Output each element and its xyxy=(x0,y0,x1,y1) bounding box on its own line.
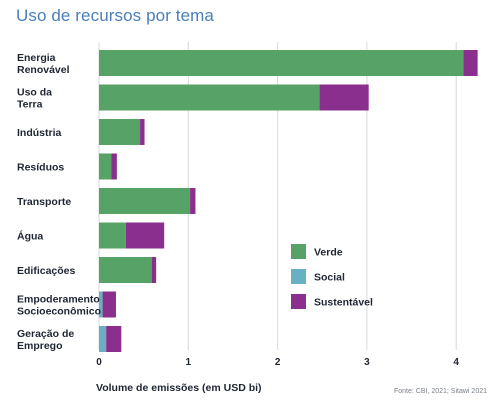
x-tick-label-1: 1 xyxy=(186,357,192,368)
bar-verde-4 xyxy=(99,188,191,214)
category-label-2-0: Indústria xyxy=(17,127,61,139)
legend-swatch-sustentável xyxy=(291,294,306,309)
category-label-8-0: Geração de xyxy=(17,328,74,340)
category-label-6-0: Edificações xyxy=(17,265,76,277)
category-label-4-0: Transporte xyxy=(17,196,71,208)
chart-title: Uso de recursos por tema xyxy=(16,6,214,25)
category-label-8-1: Emprego xyxy=(17,340,63,352)
bar-sustentável-3 xyxy=(111,153,117,180)
bar-verde-1 xyxy=(99,84,320,111)
bar-verde-5 xyxy=(99,222,126,249)
source-note: Fonte: CBI, 2021; Sitawi 2021 xyxy=(394,388,487,395)
bar-social-8 xyxy=(99,326,107,352)
bar-sustentável-1 xyxy=(319,84,369,111)
category-label-3-0: Resíduos xyxy=(17,162,64,174)
x-axis-label: Volume de emissões (em USD bi) xyxy=(96,382,262,394)
x-tick-label-0: 0 xyxy=(96,357,102,368)
bar-sustentável-4 xyxy=(190,188,196,214)
legend-label-social: Social xyxy=(314,272,345,284)
bar-sustentável-7 xyxy=(102,291,116,318)
bar-verde-3 xyxy=(99,153,112,180)
bar-verde-2 xyxy=(99,119,141,145)
bar-verde-0 xyxy=(99,50,464,76)
category-label-7-0: Empoderamento xyxy=(17,294,100,306)
category-label-1-1: Terra xyxy=(17,99,43,111)
bar-sustentável-5 xyxy=(125,222,165,249)
legend-swatch-verde xyxy=(291,244,306,259)
bar-social-7 xyxy=(99,291,103,318)
legend-label-sustentável: Sustentável xyxy=(314,297,373,309)
bar-sustentável-6 xyxy=(151,257,157,283)
x-tick-label-3: 3 xyxy=(364,357,370,368)
bar-sustentável-0 xyxy=(463,50,478,76)
category-label-1-0: Uso da xyxy=(17,87,52,99)
legend-label-verde: Verde xyxy=(314,247,343,259)
category-label-0-0: Energia xyxy=(17,52,56,64)
bar-sustentável-8 xyxy=(106,326,122,352)
bar-sustentável-2 xyxy=(140,119,145,145)
x-tick-label-4: 4 xyxy=(453,357,459,368)
category-label-7-1: Socioeconômico xyxy=(17,306,101,318)
category-label-0-1: Renovável xyxy=(17,64,70,76)
x-tick-label-2: 2 xyxy=(275,357,281,368)
legend-swatch-social xyxy=(291,269,306,284)
category-label-5-0: Água xyxy=(17,230,43,243)
bar-verde-6 xyxy=(99,257,152,283)
